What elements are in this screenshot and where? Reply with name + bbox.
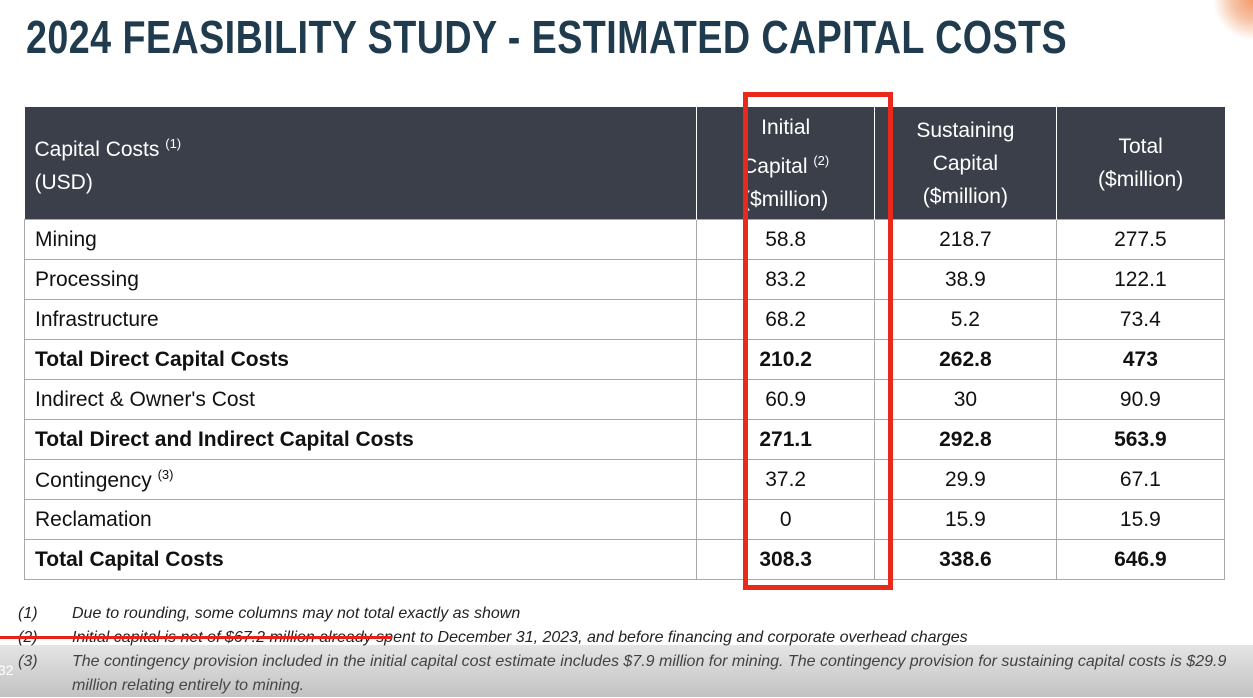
label-text: Infrastructure	[35, 307, 159, 331]
row-label: Reclamation	[23, 499, 698, 540]
row-label: Processing	[23, 259, 698, 300]
footnote-marker: (1)	[18, 605, 38, 622]
value-cell: 338.6	[874, 539, 1057, 580]
table-row: Infrastructure 68.2 5.2 73.4	[23, 299, 1226, 340]
header-text: ($million)	[743, 187, 829, 211]
value-cell: 67.1	[1055, 459, 1226, 500]
footnote: (1) Due to rounding, some columns may not…	[18, 602, 1238, 626]
header-line: Capital (2)	[707, 144, 864, 183]
label-text: Indirect & Owner's Cost	[35, 387, 255, 411]
header-line: Initial	[707, 111, 864, 144]
value-cell: 473	[1055, 339, 1226, 380]
row-label: Contingency (3)	[23, 459, 698, 500]
cost-table: Capital Costs (1) (USD) Initial Capital (2)…	[23, 107, 1226, 580]
table-row: Mining 58.8 218.7 277.5	[23, 219, 1226, 260]
header-text: (USD)	[34, 171, 93, 194]
header-line: ($million)	[885, 180, 1046, 213]
time-label: 32	[0, 662, 14, 678]
value-cell: 15.9	[1055, 499, 1226, 540]
value-cell: 5.2	[874, 299, 1057, 340]
header-cell: Capital Costs (1) (USD)	[24, 107, 698, 220]
label-text: Reclamation	[35, 507, 152, 531]
header-cell: Initial Capital (2) ($million)	[696, 107, 876, 220]
value-cell: 37.2	[696, 459, 876, 500]
title: 2024 FEASIBILITY STUDY - ESTIMATED CAPIT…	[26, 11, 1068, 63]
header-text: Sustaining	[916, 118, 1015, 142]
header-cell: Total ($million)	[1056, 107, 1225, 220]
value-cell: 277.5	[1055, 219, 1226, 260]
label-text: Total Capital Costs	[35, 547, 224, 571]
header-text: Capital	[932, 151, 999, 175]
footnote-text: Initial capital is net of $67.2 million …	[72, 629, 968, 646]
row-label: Total Capital Costs	[23, 539, 698, 580]
player-bar	[0, 645, 1253, 697]
header-text: Capital	[742, 154, 808, 178]
value-cell: 90.9	[1055, 379, 1226, 420]
table-row: Total Capital Costs 308.3 338.6 646.9	[23, 539, 1226, 580]
footnote-text: The contingency provision included in th…	[72, 650, 1238, 698]
header-line: Capital	[885, 147, 1046, 180]
table-row: Processing 83.2 38.9 122.1	[23, 259, 1226, 300]
highlight-box	[743, 92, 893, 590]
value-cell: 271.1	[696, 419, 876, 460]
row-label: Total Direct Capital Costs	[23, 339, 698, 380]
value-cell: 68.2	[696, 299, 876, 340]
value-cell: 29.9	[874, 459, 1057, 500]
value-cell: 218.7	[874, 219, 1057, 260]
note-marker: (1)	[165, 136, 182, 151]
header-cell: Sustaining Capital ($million)	[874, 107, 1057, 220]
header-text: Initial	[761, 115, 811, 139]
value-cell: 210.2	[696, 339, 876, 380]
header-text: Total	[1118, 135, 1163, 158]
value-cell: 262.8	[874, 339, 1057, 380]
footnote-text: Due to rounding, some columns may not to…	[72, 605, 521, 622]
table-body: Mining 58.8 218.7 277.5 Processing 83.2 38.9 12…	[23, 219, 1226, 580]
table-row: Contingency (3) 37.2 29.9 67.1	[23, 459, 1226, 500]
note-marker: (3)	[157, 466, 174, 482]
value-cell: 83.2	[696, 259, 876, 300]
header-line: Total	[1067, 130, 1215, 163]
label-text: Contingency	[35, 468, 152, 492]
row-label: Indirect & Owner's Cost	[23, 379, 698, 420]
row-label: Infrastructure	[23, 299, 698, 340]
value-cell: 122.1	[1055, 259, 1226, 300]
table-row: Reclamation 0 15.9 15.9	[23, 499, 1226, 540]
header-line: ($million)	[707, 183, 864, 216]
label-text: Processing	[35, 267, 139, 291]
corner-accent	[1213, 0, 1253, 40]
table-row: Total Direct and Indirect Capital Costs 2…	[23, 419, 1226, 460]
label-text: Total Direct and Indirect Capital Costs	[35, 427, 414, 451]
row-label: Total Direct and Indirect Capital Costs	[23, 419, 698, 460]
table-row: Total Direct Capital Costs 210.2 262.8 473	[23, 339, 1226, 380]
label-text: Total Direct Capital Costs	[35, 347, 289, 371]
value-cell: 38.9	[874, 259, 1057, 300]
footnote: (3)The contingency provision included in…	[18, 650, 1238, 698]
value-cell: 0	[696, 499, 876, 540]
row-label: Mining	[23, 219, 698, 260]
header-line: Capital Costs (1)	[35, 127, 687, 166]
label-text: Mining	[35, 227, 97, 251]
value-cell: 292.8	[874, 419, 1057, 460]
value-cell: 73.4	[1055, 299, 1226, 340]
header-line: (USD)	[35, 166, 687, 199]
header-line: ($million)	[1067, 163, 1215, 196]
header-line: Sustaining	[885, 114, 1046, 147]
value-cell: 563.9	[1055, 419, 1226, 460]
footnote-marker: (3)	[18, 650, 72, 698]
table-row: Indirect & Owner's Cost 60.9 30 90.9	[23, 379, 1226, 420]
header-text: Capital Costs	[34, 138, 160, 161]
header-text: ($million)	[922, 184, 1008, 208]
footnotes: (1) Due to rounding, some columns may not…	[18, 602, 1238, 698]
progress-bar[interactable]	[0, 636, 392, 639]
note-marker: (2)	[813, 152, 830, 168]
header-text: ($million)	[1098, 168, 1184, 191]
value-cell: 15.9	[874, 499, 1057, 540]
value-cell: 30	[874, 379, 1057, 420]
header-row: Capital Costs (1) (USD) Initial Capital (2)…	[24, 107, 1225, 220]
value-cell: 646.9	[1055, 539, 1226, 580]
